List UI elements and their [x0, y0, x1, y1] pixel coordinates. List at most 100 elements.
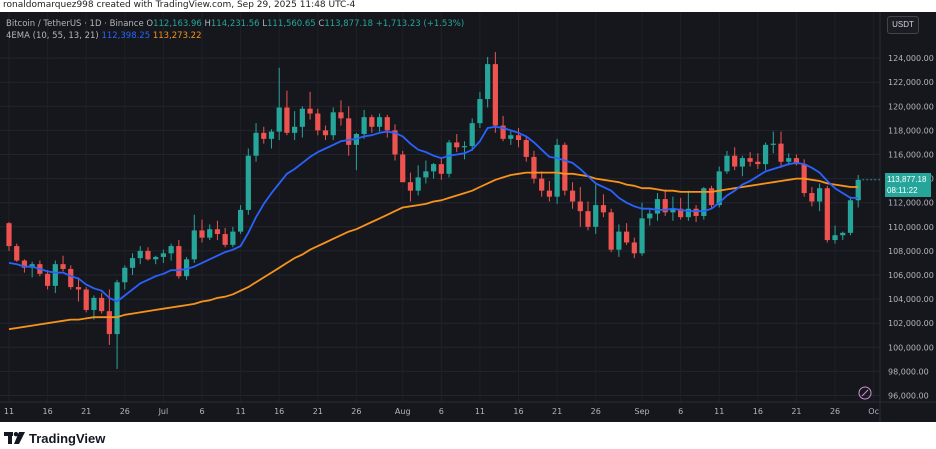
candle-up[interactable]	[446, 142, 452, 174]
candle-down[interactable]	[708, 188, 715, 206]
candle-down[interactable]	[338, 112, 344, 119]
candle-down[interactable]	[662, 199, 668, 213]
candle-up[interactable]	[817, 188, 823, 202]
candle-up[interactable]	[230, 231, 236, 245]
candle-up[interactable]	[292, 126, 298, 133]
candle-up[interactable]	[415, 177, 421, 191]
candle-down[interactable]	[608, 212, 614, 250]
candle-down[interactable]	[546, 190, 552, 197]
candle-down[interactable]	[68, 268, 74, 288]
candle-down[interactable]	[539, 178, 545, 191]
ema-fast-line[interactable]	[8, 125, 859, 303]
candle-up[interactable]	[423, 171, 429, 178]
ema-slow-line[interactable]	[8, 171, 859, 331]
candle-down[interactable]	[531, 156, 537, 179]
candle-up[interactable]	[191, 230, 197, 260]
candle-up[interactable]	[485, 64, 491, 100]
candle-down[interactable]	[515, 135, 522, 141]
candle-down[interactable]	[678, 208, 684, 218]
candle-up[interactable]	[361, 117, 367, 135]
candle-up[interactable]	[461, 146, 468, 148]
candle-down[interactable]	[577, 201, 583, 212]
candle-down[interactable]	[322, 130, 329, 136]
candle-up[interactable]	[91, 297, 97, 310]
candle-down[interactable]	[199, 230, 205, 238]
candle-up[interactable]	[160, 253, 166, 257]
candle-down[interactable]	[21, 260, 28, 268]
candle-down[interactable]	[222, 234, 228, 245]
candle-down[interactable]	[214, 229, 221, 235]
candle-down[interactable]	[492, 64, 498, 126]
candle-up[interactable]	[238, 209, 244, 232]
chart-panel[interactable]: 124,000.00 122,000.00 120,000.00 118,000.00…	[0, 12, 936, 422]
candle-down[interactable]	[454, 142, 460, 148]
candle-up[interactable]	[716, 171, 722, 206]
tradingview-logo[interactable]: TradingView	[4, 431, 105, 446]
candle-up[interactable]	[639, 218, 645, 254]
candle-up[interactable]	[762, 144, 769, 165]
candle-up[interactable]	[701, 188, 707, 216]
candle-down[interactable]	[315, 113, 321, 131]
candle-down[interactable]	[45, 273, 51, 286]
candle-down[interactable]	[75, 287, 82, 290]
candle-up[interactable]	[832, 235, 838, 241]
candle-up[interactable]	[245, 155, 251, 210]
candle-up[interactable]	[376, 117, 383, 127]
candle-down[interactable]	[778, 143, 784, 162]
candle-down[interactable]	[600, 205, 607, 213]
candle-down[interactable]	[732, 155, 738, 167]
candle-down[interactable]	[562, 144, 568, 191]
candle-down[interactable]	[793, 158, 800, 165]
candle-up[interactable]	[855, 179, 861, 201]
currency-button[interactable]: USDT	[887, 16, 919, 34]
candle-down[interactable]	[392, 130, 398, 155]
indicator-title[interactable]: 4EMA (10, 55, 13, 21)	[6, 31, 99, 41]
candle-up[interactable]	[739, 158, 745, 167]
candle-down[interactable]	[747, 158, 753, 162]
candle-down[interactable]	[631, 242, 637, 254]
candle-down[interactable]	[99, 297, 105, 312]
candle-up[interactable]	[129, 258, 136, 268]
candle-down[interactable]	[6, 223, 12, 247]
candle-down[interactable]	[384, 117, 390, 131]
candle-up[interactable]	[616, 231, 622, 250]
candle-down[interactable]	[824, 188, 830, 241]
candle-down[interactable]	[83, 289, 89, 310]
candle-up[interactable]	[276, 107, 282, 132]
candle-up[interactable]	[724, 155, 730, 172]
candle-up[interactable]	[431, 164, 437, 172]
candle-up[interactable]	[654, 199, 661, 214]
candle-down[interactable]	[176, 246, 182, 277]
candle-up[interactable]	[469, 123, 475, 147]
candle-up[interactable]	[114, 282, 120, 335]
candle-down[interactable]	[307, 108, 313, 114]
candle-down[interactable]	[585, 211, 591, 227]
candle-up[interactable]	[183, 259, 190, 277]
candle-down[interactable]	[346, 118, 352, 145]
replay-icon[interactable]	[858, 386, 872, 400]
candle-up[interactable]	[786, 158, 792, 162]
candle-up[interactable]	[554, 144, 560, 197]
candle-up[interactable]	[647, 213, 653, 219]
candle-down[interactable]	[261, 132, 267, 139]
candle-up[interactable]	[847, 200, 854, 233]
candle-up[interactable]	[52, 264, 58, 286]
candle-up[interactable]	[508, 135, 514, 139]
candle-down[interactable]	[106, 311, 112, 335]
candle-up[interactable]	[168, 246, 174, 254]
candle-down[interactable]	[755, 161, 761, 165]
candle-down[interactable]	[369, 117, 375, 127]
candle-down[interactable]	[284, 107, 290, 133]
candle-up[interactable]	[122, 267, 128, 283]
symbol-title[interactable]: Bitcoin / TetherUS · 1D · Binance	[6, 19, 144, 29]
candlestick-chart[interactable]: 124,000.00 122,000.00 120,000.00 118,000.00…	[0, 12, 936, 422]
candle-up[interactable]	[477, 99, 483, 124]
candle-up[interactable]	[670, 208, 676, 213]
candle-down[interactable]	[809, 193, 815, 202]
candle-down[interactable]	[145, 250, 151, 260]
candle-down[interactable]	[523, 140, 529, 157]
candle-down[interactable]	[500, 125, 506, 139]
candle-down[interactable]	[14, 246, 20, 261]
candle-down[interactable]	[693, 208, 699, 216]
candle-up[interactable]	[153, 256, 159, 260]
